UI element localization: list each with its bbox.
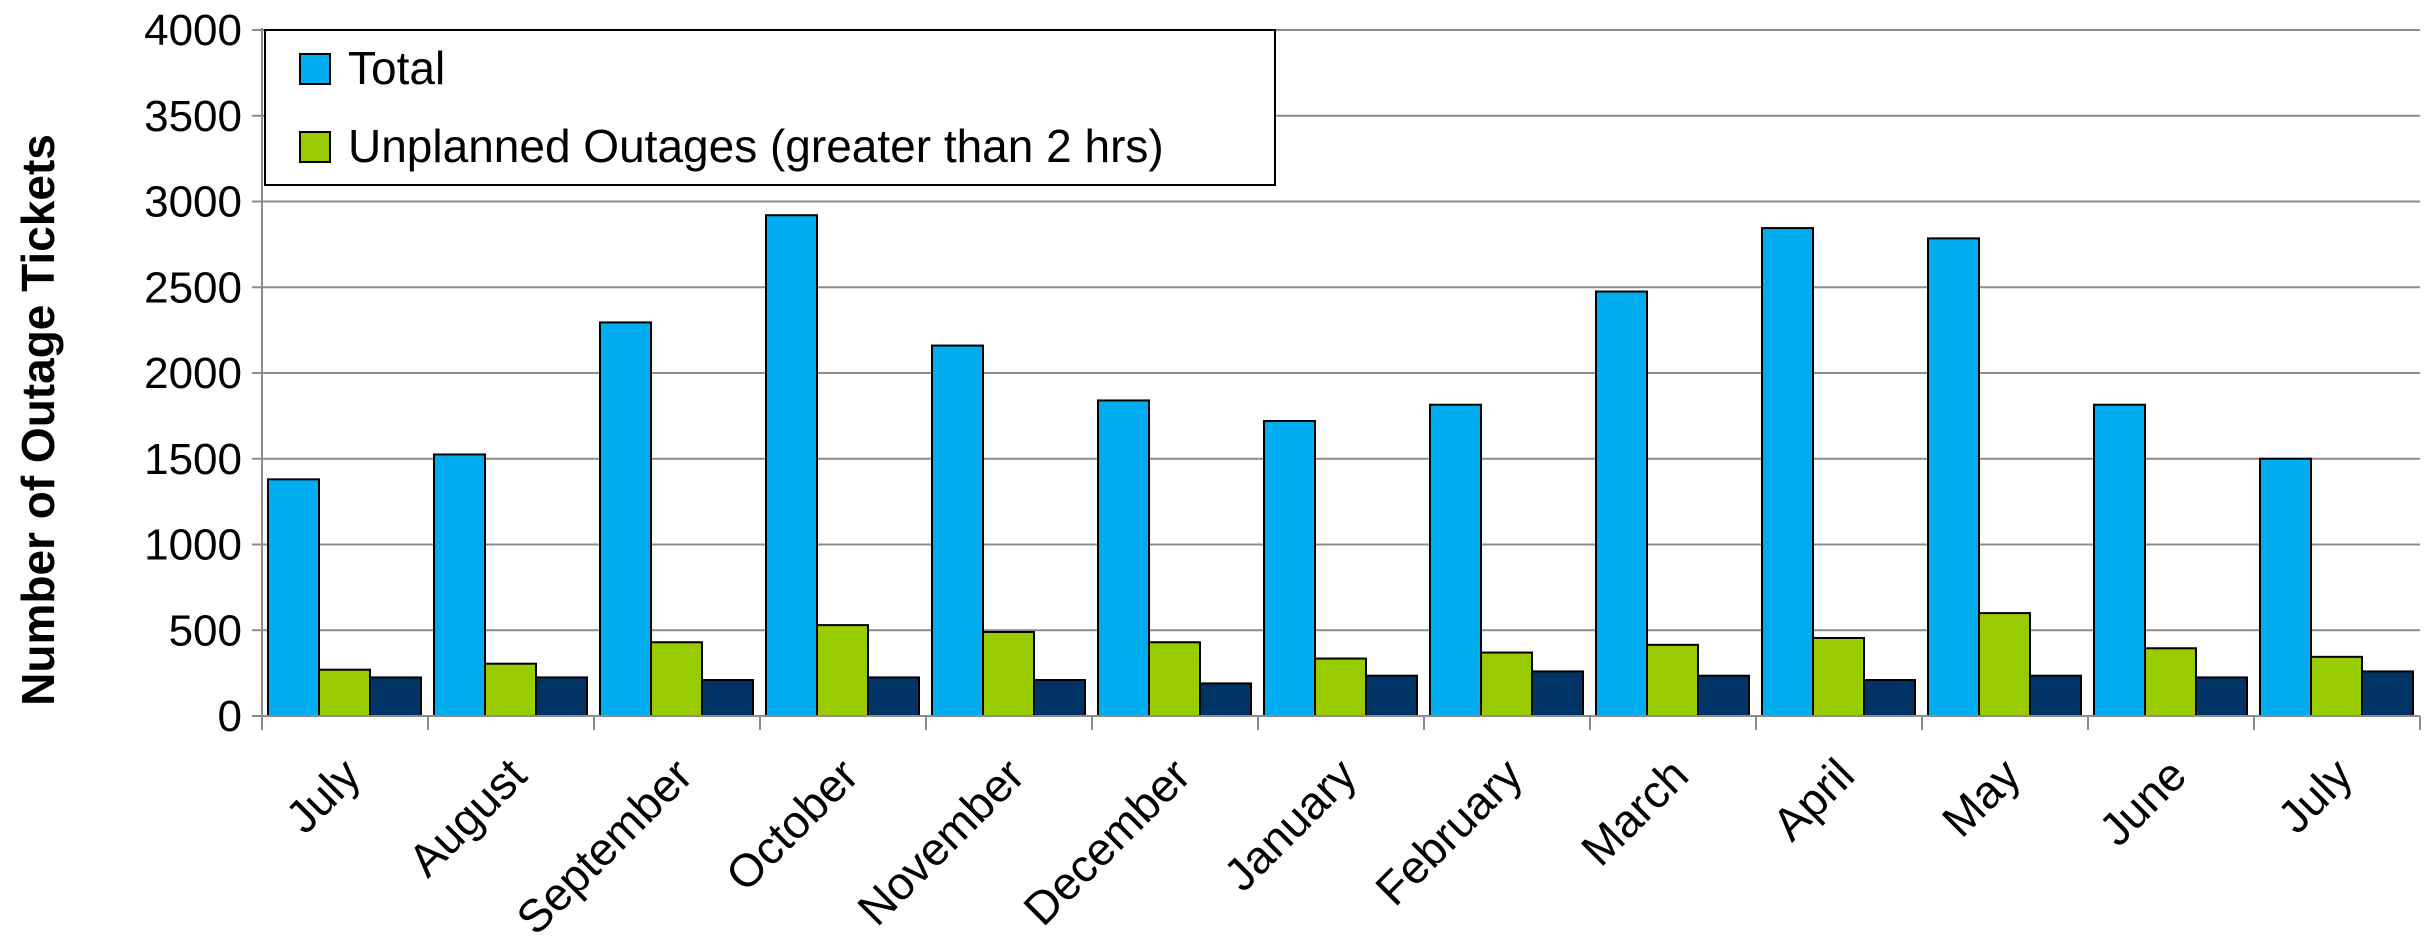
bar-series-1 (1761, 227, 1814, 718)
y-axis-label: Number of Outage Tickets (12, 134, 64, 706)
bar-series-2 (816, 624, 869, 717)
y-tick-label: 3000 (144, 178, 242, 227)
bar-series-1 (433, 453, 486, 717)
bar-series-1 (1097, 399, 1150, 717)
y-tick-label: 2000 (144, 349, 242, 398)
x-tick-label: August (398, 748, 536, 886)
y-tick-labels: 0 500 1000 1500 2000 2500 3000 3500 4000 (144, 6, 242, 741)
bar-series-2 (1978, 612, 2031, 717)
bar-series-1 (1927, 237, 1980, 717)
x-tick-label: October (716, 748, 868, 900)
bars (267, 214, 2414, 718)
bar-series-2 (1314, 657, 1367, 717)
y-tick-label: 0 (218, 692, 242, 741)
x-tick-label: July (2267, 748, 2362, 843)
bar-series-1 (599, 321, 652, 717)
bar-series-3 (2195, 676, 2248, 717)
bar-series-3 (1033, 678, 1086, 717)
bar-series-2 (2144, 647, 2197, 718)
bar-series-2 (484, 662, 537, 718)
legend-swatch (299, 131, 331, 163)
legend-label: Unplanned Outages (greater than 2 hrs) (348, 120, 1164, 172)
x-tick-label: November (847, 748, 1034, 935)
x-tick-label: December (1013, 748, 1200, 935)
x-tick-label: June (2089, 748, 2196, 855)
bar-series-1 (1263, 420, 1316, 717)
bar-series-2 (1646, 643, 1699, 718)
x-tick-label: April (1762, 748, 1864, 850)
bar-series-3 (1697, 674, 1750, 718)
legend-box (264, 29, 1276, 186)
bar-series-3 (1531, 670, 1584, 717)
y-tick-label: 3500 (144, 92, 242, 141)
x-tick-label: May (1932, 748, 2030, 846)
x-tick-label: March (1571, 748, 1698, 875)
x-tick-label: July (275, 748, 370, 843)
legend: Total Unplanned Outages (greater than 2 h… (264, 29, 1276, 186)
bar-series-2 (1148, 641, 1201, 718)
bar-series-1 (931, 344, 984, 717)
x-tick-label: February (1365, 748, 1532, 915)
bar-series-3 (1365, 674, 1418, 718)
bar-series-1 (2093, 403, 2146, 717)
bar-series-2 (2310, 655, 2363, 718)
bar-series-3 (369, 676, 422, 717)
x-tick-label: January (1214, 748, 1366, 900)
bar-series-3 (701, 678, 754, 717)
bar-series-1 (1595, 290, 1648, 717)
legend-label: Total (348, 42, 445, 94)
bar-series-3 (1199, 682, 1252, 717)
bar-series-2 (1812, 636, 1865, 718)
bar-series-2 (650, 641, 703, 718)
axes (252, 28, 2421, 730)
bar-series-1 (2259, 457, 2312, 717)
bar-series-3 (1863, 678, 1916, 717)
y-tick-label: 2500 (144, 263, 242, 312)
y-tick-label: 500 (169, 606, 242, 655)
bar-series-1 (1429, 403, 1482, 717)
legend-swatch (299, 53, 331, 85)
bar-series-1 (267, 478, 320, 717)
bar-series-2 (982, 630, 1035, 718)
bar-series-1 (765, 214, 818, 717)
y-tick-label: 1000 (144, 521, 242, 570)
bar-series-3 (867, 676, 920, 717)
bar-series-3 (2029, 674, 2082, 718)
x-tick-label: September (506, 748, 702, 939)
bar-series-3 (2361, 670, 2414, 717)
y-tick-label: 1500 (144, 435, 242, 484)
bar-series-3 (535, 676, 588, 717)
bar-series-2 (318, 668, 371, 718)
bar-series-2 (1480, 651, 1533, 717)
y-tick-label: 4000 (144, 6, 242, 55)
